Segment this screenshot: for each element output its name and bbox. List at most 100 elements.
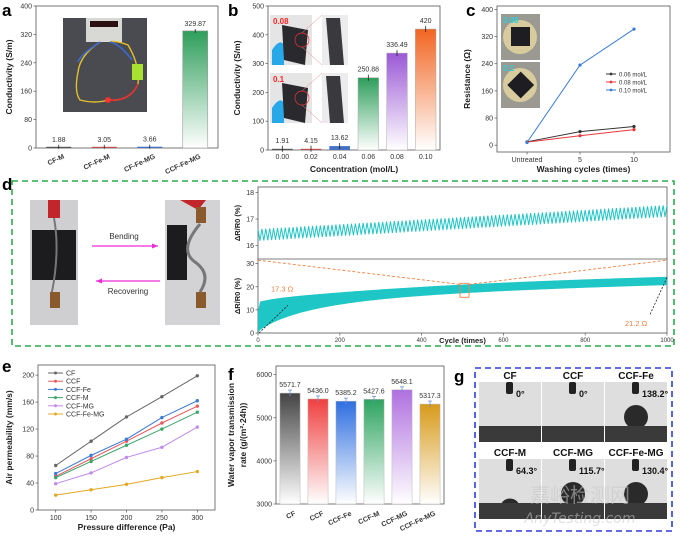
contact-angle-image: CCF 0° (542, 371, 604, 442)
bending-label: Bending (109, 232, 138, 241)
y-tick-label: 320 (20, 32, 32, 39)
y-tick-label: 80 (485, 116, 493, 123)
needle (569, 459, 576, 471)
y-tick-label: 300 (252, 61, 264, 68)
x-tick-label: Untreated (512, 157, 543, 164)
x-tick-label: 0.06 (362, 154, 376, 161)
x-tick-label: CF-M (47, 153, 66, 167)
x-tick-label: 150 (85, 515, 97, 522)
x-tick-label: CF-Fe-M (83, 153, 111, 171)
x-tick-label: 0.02 (304, 154, 318, 161)
contact-angle-value: 0° (516, 389, 525, 399)
legend-marker (54, 412, 57, 416)
needle (632, 459, 639, 471)
panel-label-b: b (228, 1, 238, 20)
y-tick-label: 500 (252, 4, 264, 11)
contact-angle-value: 115.7° (579, 466, 605, 476)
y-axis-label: Air permeability (mm/s) (4, 390, 14, 485)
substrate-front (479, 503, 541, 519)
y-axis-label-bottom: ΔR/R0 (%) (233, 277, 242, 314)
x-tick-label: 0.00 (276, 154, 290, 161)
x-tick-label: 1000 (660, 338, 674, 344)
legend-label: 0.10 mol/L (619, 89, 648, 95)
panel-label-d: d (2, 175, 12, 194)
y-tick-label: 160 (20, 89, 32, 96)
y-tick-label: 400 (252, 32, 264, 39)
y-tick-label: 80 (24, 117, 32, 124)
data-point (525, 140, 529, 145)
data-point (124, 482, 129, 487)
legend-marker (54, 371, 57, 375)
panel-d-frame (11, 180, 675, 347)
top-response-line (257, 205, 668, 241)
y-axis-label: Conductivity (S/m) (232, 40, 242, 115)
data-label: 4.15 (304, 138, 318, 145)
data-point (632, 127, 636, 132)
fabric-sample (511, 27, 530, 46)
data-point (578, 134, 582, 138)
annotation-end: 21.2 Ω (625, 319, 648, 328)
sample-name: CCF-MG (553, 448, 593, 459)
needle (569, 382, 576, 394)
data-point (89, 439, 93, 443)
y-tick-label: 80 (26, 454, 34, 461)
bar (335, 400, 357, 505)
data-label: 5317.3 (419, 393, 441, 400)
data-label: 3.05 (97, 137, 111, 144)
y-tick-label: 18 (246, 190, 254, 197)
data-point (632, 27, 636, 31)
y-tick-label: 3000 (256, 502, 272, 509)
legend-label: CCF-MG (66, 403, 94, 410)
fabric-zoom (326, 18, 344, 65)
data-point (160, 475, 164, 480)
substrate-front (605, 503, 667, 519)
chart-b: 0 100 200 300 400 500 Conductivity (S/m) Concen… (232, 4, 441, 174)
data-point (578, 130, 582, 134)
data-point (54, 463, 58, 468)
panel-label-g: g (454, 367, 464, 386)
sample-name: CF (503, 371, 516, 382)
data-label: 420 (420, 18, 432, 25)
data-point (89, 457, 93, 461)
water-droplet (624, 482, 648, 506)
plot-frame (496, 5, 671, 153)
contact-angle-value: 64.3° (516, 466, 538, 476)
y-tick-label: 200 (22, 373, 34, 380)
y-tick-label: 20 (246, 284, 254, 291)
panel-label-c: c (466, 1, 475, 20)
legend-marker (54, 396, 57, 400)
contact-angle-image: CCF-Fe-MG 130.4° (605, 448, 669, 519)
x-axis-label: Washing cycles (times) (537, 164, 631, 174)
data-label: 5385.2 (335, 390, 357, 397)
glove (272, 42, 284, 65)
data-point (160, 445, 164, 449)
data-point (124, 415, 129, 419)
blue-wire (77, 41, 133, 63)
data-point (195, 410, 199, 414)
data-point (160, 415, 164, 420)
x-tick-label: 0.08 (390, 154, 404, 161)
zoom-line (301, 72, 323, 92)
sample-name: CCF-M (494, 448, 526, 459)
led-glow (105, 97, 111, 103)
x-tick-label: CF-Fe-MG (123, 153, 157, 174)
needle (506, 382, 513, 394)
series-line (526, 28, 635, 143)
glove (272, 100, 284, 123)
y-axis-label-top: ΔR/R0 (%) (233, 204, 242, 241)
x-axis-label: Cycle (times) (439, 336, 486, 345)
power-display (90, 21, 118, 27)
legend-marker (54, 404, 57, 408)
fabric (282, 83, 308, 123)
x-tick-label: 600 (498, 338, 509, 344)
y-tick-label: 30 (246, 261, 254, 268)
legend-label: CF (66, 371, 75, 378)
data-point (195, 374, 199, 378)
legend-marker (609, 80, 613, 84)
legend-label: CCF-M (66, 395, 89, 402)
x-axis-label: Concentration (mol/L) (310, 164, 398, 174)
data-point (89, 459, 93, 464)
y-tick-label: 0 (260, 148, 264, 155)
inset-label: 0.08 (503, 16, 519, 25)
data-label: 1.91 (276, 138, 290, 145)
